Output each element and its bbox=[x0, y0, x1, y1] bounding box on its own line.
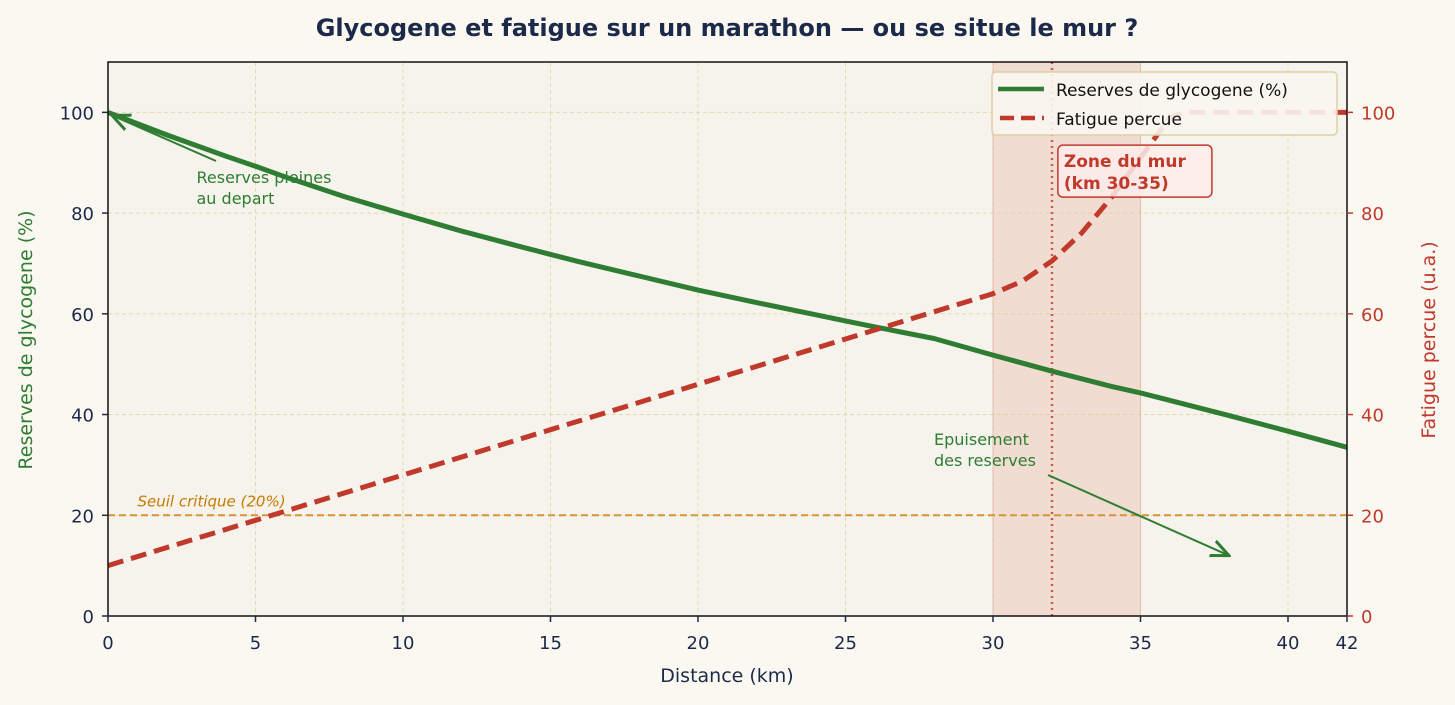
legend-label-glycogen: Reserves de glycogene (%) bbox=[1056, 81, 1288, 101]
x-tick-label: 5 bbox=[250, 633, 261, 654]
y2-axis-label: Fatigue percue (u.a.) bbox=[1418, 241, 1440, 438]
glycogen-line bbox=[107, 110, 1348, 450]
x-tick-label: 40 bbox=[1277, 633, 1300, 654]
y2-tick-label: 0 bbox=[1361, 607, 1372, 628]
wall-zone-label: Zone du mur bbox=[1064, 152, 1187, 172]
annotation-text: des reserves bbox=[934, 451, 1036, 470]
y-tick-label: 0 bbox=[83, 607, 94, 628]
x-tick-label: 15 bbox=[539, 633, 562, 654]
x-tick-label: 25 bbox=[834, 633, 857, 654]
y-tick-label: 40 bbox=[71, 406, 94, 427]
x-axis-label: Distance (km) bbox=[660, 665, 793, 687]
y-tick-label: 20 bbox=[71, 506, 94, 527]
annotation-text: au depart bbox=[197, 189, 275, 208]
y2-tick-label: 20 bbox=[1361, 506, 1384, 527]
y-tick-label: 100 bbox=[60, 103, 94, 124]
plot-frame bbox=[107, 61, 1348, 617]
wall-zone-label-box bbox=[1057, 144, 1213, 198]
annotation-text: Reserves pleines bbox=[197, 168, 332, 187]
x-tick-label: 35 bbox=[1129, 633, 1152, 654]
y2-tick-label: 80 bbox=[1361, 204, 1384, 225]
x-tick-label: 0 bbox=[102, 633, 113, 654]
threshold-label: Seuil critique (20%) bbox=[138, 492, 286, 510]
annotation-arrow bbox=[1047, 474, 1229, 556]
annotation-text: Epuisement bbox=[934, 430, 1029, 449]
legend: Reserves de glycogene (%) Fatigue percue bbox=[991, 71, 1338, 136]
y2-tick-label: 40 bbox=[1361, 406, 1384, 427]
x-tick-label: 20 bbox=[687, 633, 710, 654]
annotation-arrow bbox=[112, 115, 217, 162]
y2-tick-label: 60 bbox=[1361, 305, 1384, 326]
chart-title: Glycogene et fatigue sur un marathon — o… bbox=[316, 14, 1139, 42]
legend-box bbox=[991, 71, 1338, 136]
y2-tick-label: 100 bbox=[1361, 103, 1395, 124]
x-tick-label: 42 bbox=[1336, 633, 1359, 654]
x-tick-label: 30 bbox=[982, 633, 1005, 654]
legend-label-fatigue: Fatigue percue bbox=[1056, 110, 1182, 130]
wall-zone-label: (km 30-35) bbox=[1064, 174, 1169, 194]
x-tick-label: 10 bbox=[392, 633, 415, 654]
y-tick-label: 80 bbox=[71, 204, 94, 225]
y-axis-label: Reserves de glycogene (%) bbox=[15, 210, 37, 469]
y-tick-label: 60 bbox=[71, 305, 94, 326]
